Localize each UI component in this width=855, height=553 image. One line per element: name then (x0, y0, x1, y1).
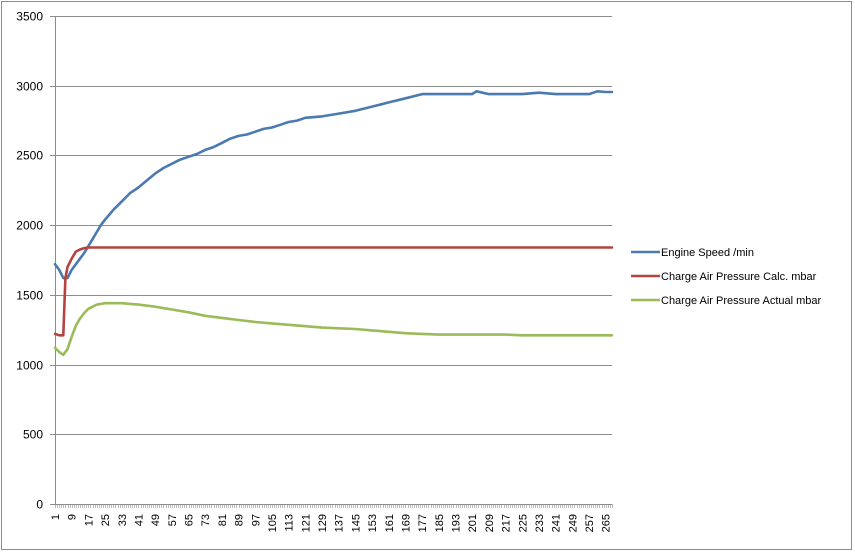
x-tick-label: 33 (117, 514, 129, 526)
x-tick-label: 57 (167, 514, 179, 526)
y-tick-label: 3500 (16, 10, 43, 24)
gridlines (55, 16, 612, 435)
x-tick-label: 153 (367, 514, 379, 532)
x-tick-label: 201 (467, 514, 479, 532)
x-tick-label: 49 (150, 514, 162, 526)
x-tick-label: 193 (451, 514, 463, 532)
x-tick-label: 161 (384, 514, 396, 532)
x-tick-label: 17 (83, 514, 95, 526)
x-tick-label: 225 (517, 514, 529, 532)
x-tick-label: 137 (334, 514, 346, 532)
x-tick-label: 233 (534, 514, 546, 532)
x-tick-label: 113 (284, 514, 296, 532)
x-tick-label: 73 (200, 514, 212, 526)
y-tick-label: 1500 (16, 289, 43, 303)
x-tick-label: 25 (100, 514, 112, 526)
x-tick-label: 81 (217, 514, 229, 526)
x-tick-label: 105 (267, 514, 279, 532)
y-tick-label: 2000 (16, 219, 43, 233)
series-line-1 (53, 246, 614, 337)
legend: Engine Speed /min Charge Air Pressure Cal… (631, 247, 822, 307)
x-tick-label: 129 (317, 514, 329, 532)
y-tick-label: 1000 (16, 359, 43, 373)
x-tick-label: 217 (501, 514, 513, 532)
x-tick-label: 249 (567, 514, 579, 532)
legend-label: Engine Speed /min (661, 247, 754, 259)
y-tick-label: 500 (23, 428, 43, 442)
x-tick-label: 209 (484, 514, 496, 532)
x-tick-label: 185 (434, 514, 446, 532)
x-tick-label: 41 (133, 514, 145, 526)
y-tick-label: 2500 (16, 149, 43, 163)
x-tick-label: 89 (234, 514, 246, 526)
x-tick-label: 1 (50, 514, 62, 520)
series-line-0 (53, 90, 614, 280)
x-tick-label: 241 (551, 514, 563, 532)
y-tick-label: 3000 (16, 80, 43, 94)
x-tick-label: 169 (400, 514, 412, 532)
x-tick-label: 121 (300, 514, 312, 532)
x-tick-label: 265 (601, 514, 613, 532)
series-line-2 (53, 301, 614, 357)
series-lines (53, 90, 614, 357)
x-tick-label: 145 (350, 514, 362, 532)
y-tick-label: 0 (36, 498, 43, 512)
x-tick-label: 177 (417, 514, 429, 532)
y-axis: 0 500 1000 1500 2000 2500 3000 3500 (16, 10, 56, 512)
legend-label: Charge Air Pressure Calc. mbar (661, 271, 817, 283)
legend-label: Charge Air Pressure Actual mbar (661, 295, 822, 307)
x-tick-label: 97 (250, 514, 262, 526)
x-tick-label: 65 (184, 514, 196, 526)
x-tick-label: 257 (584, 514, 596, 532)
x-axis: 1 9 17 25 33 41 49 57 65 73 81 89 97 105 113 121 129 137 1… (50, 504, 613, 532)
x-tick-label: 9 (67, 514, 79, 520)
